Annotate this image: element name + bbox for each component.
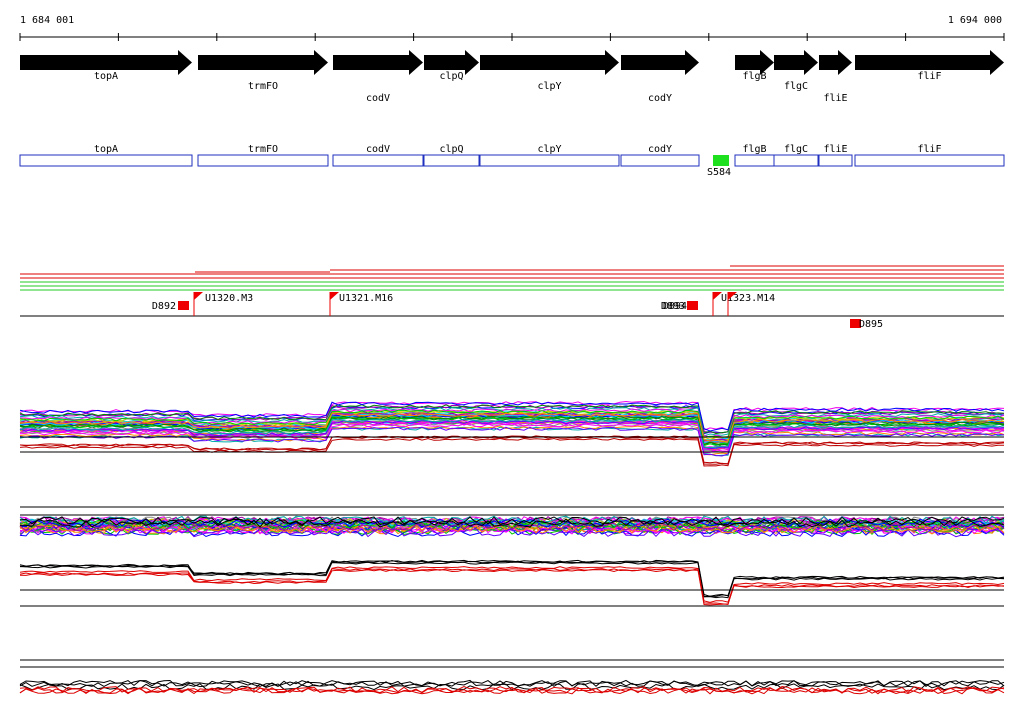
marker-label: D892 <box>152 301 176 312</box>
feature-box <box>19 154 193 167</box>
gene-arrow <box>333 50 423 75</box>
feature-box <box>773 154 819 167</box>
coverage-line <box>19 404 1005 435</box>
feature-label: flgC <box>784 144 808 155</box>
feature-box <box>734 154 775 167</box>
marker-label: D895 <box>859 319 883 330</box>
feature-label: fliE <box>823 144 847 155</box>
coverage-line <box>19 516 1005 526</box>
coverage-line <box>19 559 1005 597</box>
marker-box <box>687 301 698 310</box>
feature-box <box>332 154 424 167</box>
feature-label: fliF <box>917 144 941 155</box>
coverage-line <box>19 528 1005 538</box>
feature-label: S584 <box>707 167 731 178</box>
feature-box <box>854 154 1005 167</box>
gene-label: trmFO <box>248 81 278 92</box>
feature-box <box>713 155 729 166</box>
marker-flag <box>713 292 722 300</box>
coverage-line <box>19 412 1005 443</box>
marker-label: D893 <box>661 301 685 312</box>
coverage-line <box>19 409 1005 440</box>
feature-box <box>197 154 329 167</box>
coverage-line <box>19 680 1005 688</box>
feature-box <box>620 154 700 167</box>
coverage-line <box>19 560 1005 598</box>
coverage-line <box>19 401 1005 432</box>
coverage-line <box>19 686 1005 695</box>
gene-label: fliE <box>823 93 847 104</box>
feature-label: clpY <box>537 144 561 155</box>
marker-label: D894 <box>663 301 687 312</box>
coverage-line <box>19 518 1005 528</box>
coverage-line <box>19 425 1005 456</box>
marker-flag <box>330 292 339 300</box>
gene-label: fliF <box>917 71 941 82</box>
gene-arrow <box>819 50 852 75</box>
feature-box <box>818 154 853 167</box>
gene-label: topA <box>94 71 118 82</box>
gene-arrow <box>424 50 479 75</box>
coverage-line <box>19 679 1005 687</box>
coverage-line <box>19 566 1005 603</box>
ruler-end: 1 694 000 <box>948 15 1002 26</box>
marker-label: U1323.M14 <box>721 293 775 304</box>
coverage-line <box>19 420 1005 450</box>
coverage-line <box>19 568 1005 606</box>
gene-arrow <box>621 50 699 75</box>
feature-label: topA <box>94 144 118 155</box>
marker-label: U1320.M3 <box>205 293 253 304</box>
ruler-start: 1 684 001 <box>20 15 74 26</box>
coverage-line <box>19 437 1004 467</box>
feature-label: flgB <box>742 144 766 155</box>
feature-box <box>423 154 480 167</box>
feature-label: clpQ <box>439 144 463 155</box>
gene-arrow <box>480 50 619 75</box>
gene-label: codY <box>648 93 672 104</box>
gene-label: codV <box>366 93 390 104</box>
feature-label: codV <box>366 144 390 155</box>
gene-arrow <box>855 50 1004 75</box>
marker-box <box>850 319 861 328</box>
marker-box <box>178 301 189 310</box>
coverage-line <box>19 415 1005 446</box>
gene-label: flgC <box>784 81 808 92</box>
gene-label: flgB <box>742 71 766 82</box>
gene-arrow <box>198 50 328 75</box>
gene-label: clpQ <box>439 71 463 82</box>
coverage-line <box>19 522 1005 532</box>
coverage-line <box>19 435 1005 465</box>
gene-arrow <box>20 50 192 75</box>
feature-box <box>479 154 620 167</box>
coverage-line <box>19 683 1005 691</box>
marker-flag <box>728 292 737 300</box>
gene-arrow <box>735 50 774 75</box>
gene-arrow <box>774 50 818 75</box>
coverage-line <box>19 569 1005 606</box>
coverage-line <box>19 406 1005 437</box>
marker-label: U1321.M16 <box>339 293 393 304</box>
feature-label: codY <box>648 144 672 155</box>
marker-flag <box>194 292 203 300</box>
coverage-line <box>19 418 1005 449</box>
feature-label: trmFO <box>248 144 278 155</box>
gene-label: clpY <box>537 81 561 92</box>
coverage-line <box>19 409 1005 438</box>
coverage-line <box>19 408 1005 438</box>
